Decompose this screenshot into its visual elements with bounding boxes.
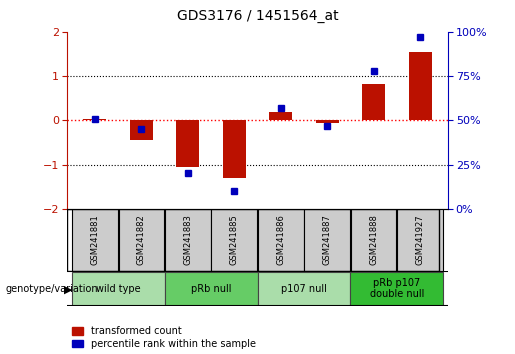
Bar <box>269 112 293 120</box>
Text: wild type: wild type <box>96 284 141 293</box>
Bar <box>72 209 117 271</box>
Bar <box>408 52 432 120</box>
Text: GSM241888: GSM241888 <box>369 215 378 265</box>
Text: GSM241885: GSM241885 <box>230 215 239 265</box>
Text: GSM241887: GSM241887 <box>323 215 332 265</box>
Bar <box>118 209 164 271</box>
Bar <box>316 120 339 122</box>
Bar <box>212 209 257 271</box>
Bar <box>350 272 443 306</box>
Bar <box>351 209 397 271</box>
Text: ▶: ▶ <box>64 284 73 294</box>
Text: GSM241927: GSM241927 <box>416 215 425 265</box>
Bar <box>130 120 153 140</box>
Bar <box>258 209 303 271</box>
Text: GSM241882: GSM241882 <box>137 215 146 265</box>
Text: pRb p107
double null: pRb p107 double null <box>370 278 424 299</box>
Bar <box>304 209 350 271</box>
Text: GDS3176 / 1451564_at: GDS3176 / 1451564_at <box>177 9 338 23</box>
Bar <box>222 120 246 178</box>
Bar <box>165 272 258 306</box>
Text: pRb null: pRb null <box>191 284 231 293</box>
Bar <box>362 84 385 120</box>
Bar <box>398 209 443 271</box>
Text: GSM241883: GSM241883 <box>183 215 192 265</box>
Bar <box>176 120 199 167</box>
Bar <box>258 272 350 306</box>
Text: GSM241886: GSM241886 <box>276 215 285 265</box>
Text: GSM241881: GSM241881 <box>90 215 99 265</box>
Text: genotype/variation: genotype/variation <box>5 284 98 294</box>
Legend: transformed count, percentile rank within the sample: transformed count, percentile rank withi… <box>72 326 256 349</box>
Text: p107 null: p107 null <box>281 284 327 293</box>
Bar <box>165 209 211 271</box>
Bar <box>72 272 165 306</box>
